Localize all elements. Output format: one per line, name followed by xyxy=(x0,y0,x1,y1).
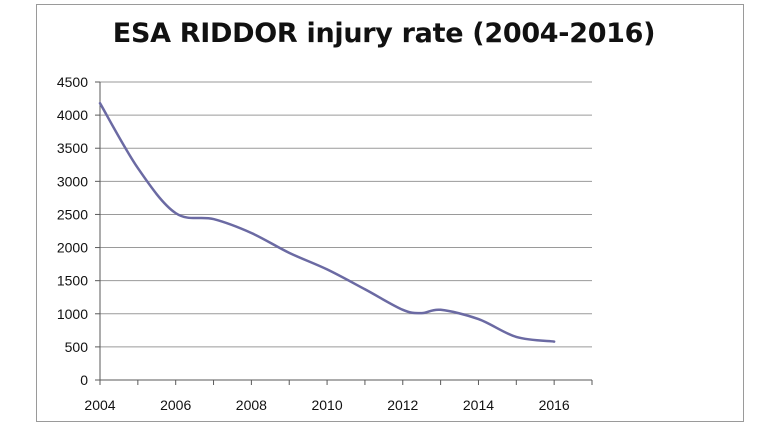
data-point xyxy=(553,340,555,342)
y-tick-label: 3500 xyxy=(57,140,88,156)
data-point xyxy=(137,167,139,169)
x-tick-label: 2008 xyxy=(236,397,267,413)
data-point xyxy=(402,309,404,311)
data-point xyxy=(326,268,328,270)
x-tick-label: 2014 xyxy=(463,397,494,413)
y-tick-label: 4500 xyxy=(57,74,88,90)
data-point xyxy=(515,336,517,338)
y-tick-label: 4000 xyxy=(57,107,88,123)
data-point xyxy=(174,212,176,214)
y-tick-label: 2000 xyxy=(57,240,88,256)
y-tick-label: 500 xyxy=(65,339,89,355)
y-tick-label: 1500 xyxy=(57,273,88,289)
x-tick-label: 2006 xyxy=(160,397,191,413)
data-point xyxy=(288,252,290,254)
x-tick-label: 2004 xyxy=(84,397,115,413)
data-point xyxy=(420,312,422,314)
y-axis-ticks: 0 500 1000 1500 2000 2500 3000 3500 4000 4500 xyxy=(57,74,88,388)
chart-frame xyxy=(36,4,744,422)
x-tick-label: 2010 xyxy=(311,397,342,413)
chart-title: ESA RIDDOR injury rate (2004-2016) xyxy=(112,18,656,49)
data-point xyxy=(250,232,252,234)
x-tick-label: 2016 xyxy=(539,397,570,413)
y-tick-label: 3000 xyxy=(57,173,88,189)
x-tick-label: 2012 xyxy=(387,397,418,413)
y-tick-label: 2500 xyxy=(57,206,88,222)
x-axis-ticks: 2004 2006 2008 2010 2012 2014 2016 xyxy=(84,397,570,413)
data-point xyxy=(364,288,366,290)
series-group xyxy=(98,101,556,343)
data-point xyxy=(212,218,214,220)
data-point xyxy=(477,318,479,320)
y-tick-label: 1000 xyxy=(57,306,88,322)
axes xyxy=(95,81,593,385)
y-tick-label: 0 xyxy=(80,372,88,388)
data-point xyxy=(439,309,441,311)
data-point xyxy=(99,102,101,104)
series-line xyxy=(98,101,556,343)
gridlines xyxy=(100,81,592,348)
